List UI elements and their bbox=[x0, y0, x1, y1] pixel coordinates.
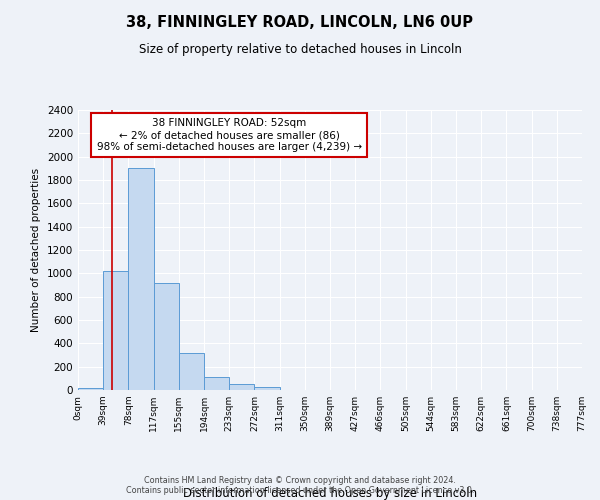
Y-axis label: Number of detached properties: Number of detached properties bbox=[31, 168, 41, 332]
Bar bbox=[229, 384, 254, 390]
Bar bbox=[128, 168, 154, 390]
X-axis label: Distribution of detached houses by size in Lincoln: Distribution of detached houses by size … bbox=[183, 487, 477, 500]
Bar bbox=[154, 282, 179, 390]
Bar bbox=[179, 352, 204, 390]
Text: Contains HM Land Registry data © Crown copyright and database right 2024.: Contains HM Land Registry data © Crown c… bbox=[144, 476, 456, 485]
Bar bbox=[78, 388, 103, 390]
Bar bbox=[204, 377, 229, 390]
Text: Size of property relative to detached houses in Lincoln: Size of property relative to detached ho… bbox=[139, 42, 461, 56]
Text: 38 FINNINGLEY ROAD: 52sqm
← 2% of detached houses are smaller (86)
98% of semi-d: 38 FINNINGLEY ROAD: 52sqm ← 2% of detach… bbox=[97, 118, 362, 152]
Text: 38, FINNINGLEY ROAD, LINCOLN, LN6 0UP: 38, FINNINGLEY ROAD, LINCOLN, LN6 0UP bbox=[127, 15, 473, 30]
Bar bbox=[254, 387, 280, 390]
Text: Contains public sector information licensed under the Open Government Licence v3: Contains public sector information licen… bbox=[126, 486, 474, 495]
Bar bbox=[103, 271, 128, 390]
